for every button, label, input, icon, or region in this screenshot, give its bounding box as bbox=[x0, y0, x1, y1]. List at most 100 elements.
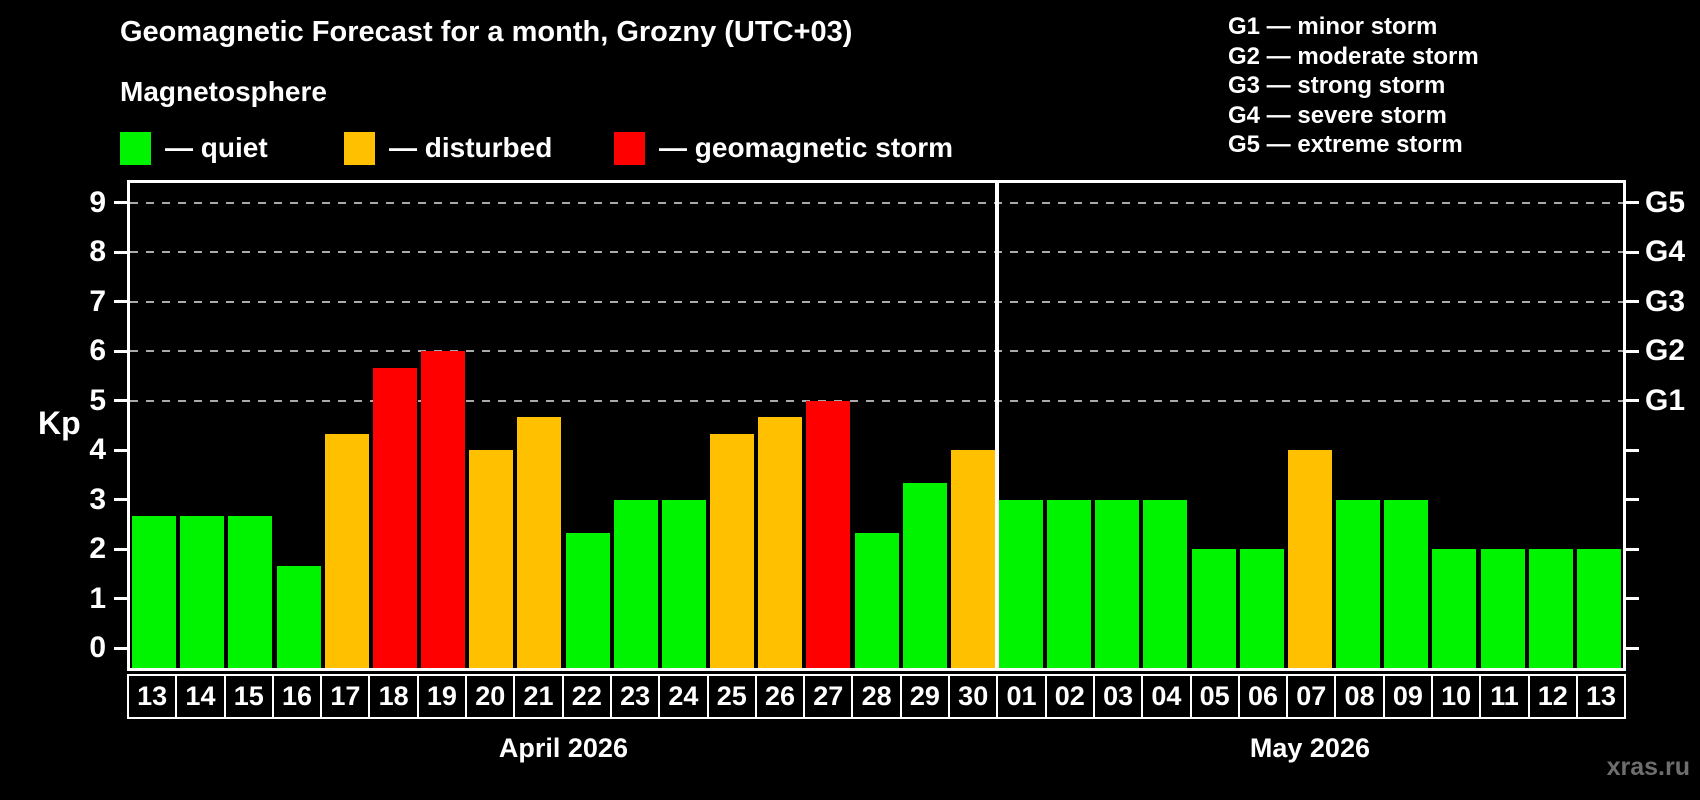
gridline-kp-6 bbox=[130, 350, 1623, 353]
right-axis-label-g1: G1 bbox=[1645, 383, 1686, 417]
y-tick-label-4: 4 bbox=[89, 433, 106, 467]
day-label-may-08: 08 bbox=[1334, 674, 1385, 719]
legend-item-disturbed: — disturbed bbox=[344, 130, 552, 166]
month-label-april: April 2026 bbox=[498, 733, 628, 763]
day-axis-row: 13 14 15 16 17 18 19 20 21 22 23 24 25 26 27 28 29 30 01 02… bbox=[127, 674, 1627, 719]
kp-bar-may-10 bbox=[1432, 549, 1477, 668]
day-label-may-01: 01 bbox=[996, 674, 1047, 719]
left-tick-2 bbox=[114, 547, 127, 551]
day-label-april-30: 30 bbox=[948, 674, 999, 719]
right-tick-0 bbox=[1626, 646, 1639, 650]
kp-bar-april-25 bbox=[710, 433, 755, 668]
kp-bar-may-07 bbox=[1287, 450, 1332, 668]
left-tick-6 bbox=[114, 349, 127, 353]
day-label-april-25: 25 bbox=[706, 674, 757, 719]
left-tick-0 bbox=[114, 646, 127, 650]
kp-bar-april-15 bbox=[228, 516, 273, 668]
kp-bar-may-02 bbox=[1047, 499, 1092, 668]
disturbed-color-swatch bbox=[344, 131, 375, 165]
day-label-april-20: 20 bbox=[465, 674, 516, 719]
day-label-may-02: 02 bbox=[1044, 674, 1095, 719]
kp-bar-april-19 bbox=[421, 351, 466, 668]
kp-bar-april-16 bbox=[276, 565, 321, 668]
kp-bar-may-09 bbox=[1384, 499, 1429, 668]
right-axis-label-g3: G3 bbox=[1645, 284, 1686, 318]
y-axis-title: Kp bbox=[38, 405, 81, 441]
left-tick-5 bbox=[114, 399, 127, 403]
y-tick-label-1: 1 bbox=[89, 581, 106, 615]
right-tick-5 bbox=[1626, 399, 1639, 403]
legend-label-storm: — geomagnetic storm bbox=[659, 132, 954, 163]
left-tick-3 bbox=[114, 498, 127, 502]
day-label-may-07: 07 bbox=[1286, 674, 1337, 719]
day-label-april-21: 21 bbox=[513, 674, 564, 719]
day-label-april-14: 14 bbox=[175, 674, 226, 719]
kp-bar-april-21 bbox=[517, 417, 562, 668]
kp-bar-may-05 bbox=[1191, 549, 1236, 668]
y-tick-label-0: 0 bbox=[89, 631, 106, 665]
left-tick-1 bbox=[114, 597, 127, 601]
g4-legend-line: G4 — severe storm bbox=[1228, 101, 1447, 129]
day-label-may-09: 09 bbox=[1382, 674, 1434, 719]
kp-bar-april-24 bbox=[661, 499, 706, 668]
chart-subtitle: Magnetosphere bbox=[120, 76, 327, 107]
y-tick-label-6: 6 bbox=[89, 334, 106, 368]
day-label-april-17: 17 bbox=[320, 674, 371, 719]
right-tick-3 bbox=[1626, 498, 1639, 502]
kp-bar-may-06 bbox=[1239, 549, 1284, 668]
day-label-april-22: 22 bbox=[561, 674, 612, 719]
right-tick-4 bbox=[1626, 448, 1639, 452]
kp-bar-april-14 bbox=[180, 516, 225, 668]
day-label-april-27: 27 bbox=[803, 674, 854, 719]
gridline-kp-8 bbox=[130, 251, 1623, 254]
kp-bar-april-23 bbox=[613, 499, 658, 668]
g5-legend-line: G5 — extreme storm bbox=[1228, 131, 1463, 158]
quiet-color-swatch bbox=[120, 131, 151, 165]
right-tick-9 bbox=[1626, 201, 1639, 205]
day-label-april-16: 16 bbox=[271, 674, 323, 719]
y-tick-label-2: 2 bbox=[89, 532, 106, 566]
day-label-may-11: 11 bbox=[1479, 674, 1530, 719]
day-label-april-15: 15 bbox=[223, 674, 274, 719]
watermark: xras.ru bbox=[1606, 753, 1690, 781]
left-tick-7 bbox=[114, 300, 127, 304]
day-label-april-28: 28 bbox=[851, 674, 902, 719]
g1-legend-line: G1 — minor storm bbox=[1228, 13, 1438, 40]
y-tick-label-5: 5 bbox=[89, 383, 106, 417]
right-tick-1 bbox=[1626, 597, 1639, 601]
gridline-kp-7 bbox=[130, 300, 1623, 303]
month-label-may: May 2026 bbox=[1249, 733, 1370, 763]
kp-bar-april-20 bbox=[469, 450, 514, 668]
g3-legend-line: G3 — strong storm bbox=[1228, 72, 1446, 99]
right-axis-label-g2: G2 bbox=[1645, 334, 1686, 368]
day-label-may-03: 03 bbox=[1092, 674, 1144, 719]
kp-bar-may-11 bbox=[1480, 549, 1525, 668]
y-tick-label-3: 3 bbox=[89, 482, 106, 516]
right-tick-6 bbox=[1626, 349, 1639, 353]
day-label-may-05: 05 bbox=[1189, 674, 1240, 719]
kp-bar-may-01 bbox=[998, 499, 1043, 668]
kp-bar-april-22 bbox=[565, 532, 610, 668]
kp-bar-may-12 bbox=[1528, 549, 1573, 668]
kp-bar-april-18 bbox=[372, 367, 417, 668]
storm-scale-legend: G1 — minor storm G2 — moderate storm G3 … bbox=[1228, 12, 1479, 160]
kp-bar-april-26 bbox=[758, 417, 803, 668]
kp-bar-april-17 bbox=[324, 433, 369, 668]
kp-bar-april-29 bbox=[902, 483, 947, 668]
day-label-may-12: 12 bbox=[1527, 674, 1578, 719]
day-label-may-10: 10 bbox=[1431, 674, 1482, 719]
day-label-april-19: 19 bbox=[416, 674, 468, 719]
kp-bar-may-13 bbox=[1576, 549, 1621, 668]
plot-area: 0 1 2 3 4 5 6 7 8 9 G1 G2 G3 G4 G5 bbox=[89, 180, 1685, 671]
kp-bar-april-13 bbox=[132, 516, 177, 668]
kp-bar-may-04 bbox=[1143, 499, 1188, 668]
day-label-april-26: 26 bbox=[754, 674, 806, 719]
left-tick-8 bbox=[114, 250, 127, 254]
left-tick-9 bbox=[114, 201, 127, 205]
day-label-april-18: 18 bbox=[368, 674, 419, 719]
day-label-may-13: 13 bbox=[1575, 674, 1627, 719]
day-label-may-06: 06 bbox=[1237, 674, 1289, 719]
legend-label-quiet: — quiet bbox=[165, 132, 268, 163]
day-label-april-29: 29 bbox=[899, 674, 951, 719]
